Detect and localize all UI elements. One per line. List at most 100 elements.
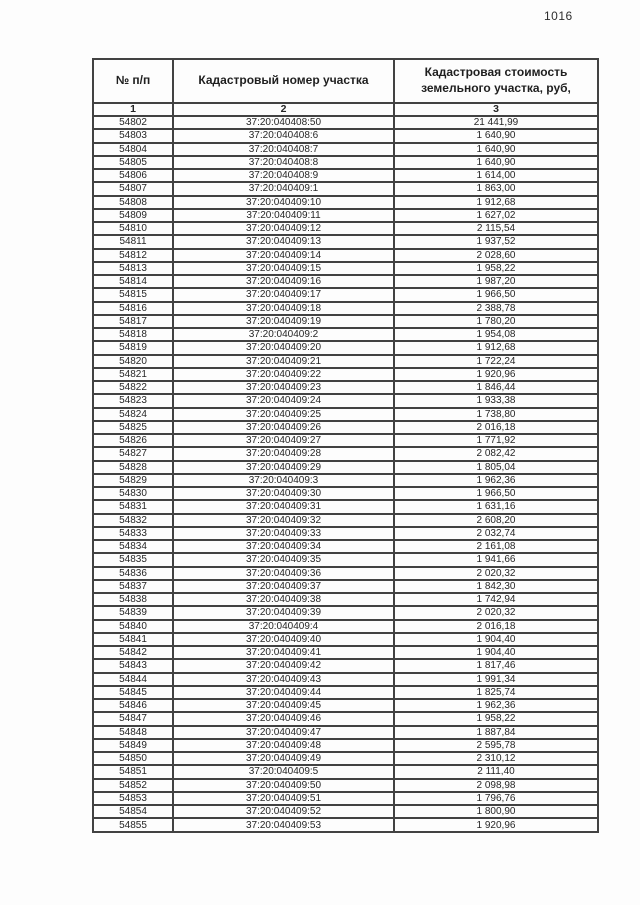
row-number-cell: 54844 [92,671,174,687]
cadastral-value-cell: 2 310,12 [393,750,599,767]
column-index-row: 1 2 3 [92,102,599,117]
cadastral-number-cell: 37:20:040409:12 [172,220,395,237]
cadastral-value-cell: 2 020,32 [393,565,599,581]
cadastral-value-cell: 1 962,36 [393,697,599,714]
cadastral-number-cell: 37:20:040409:47 [172,724,395,740]
table-row: 54804 37:20:040408:7 1 640,90 [92,141,599,157]
cadastral-number-cell: 37:20:040409:10 [172,194,395,210]
cadastral-value-cell: 2 595,78 [393,737,599,754]
row-number-cell: 54827 [92,446,174,462]
cadastral-number-cell: 37:20:040409:31 [172,499,395,515]
row-number-cell: 54826 [92,432,174,449]
cadastral-value-cell: 2 082,42 [393,446,599,462]
cadastral-number-cell: 37:20:040409:16 [172,273,395,290]
table-row: 54817 37:20:040409:19 1 780,20 [92,313,599,330]
cadastral-number-cell: 37:20:040408:8 [172,154,395,171]
cadastral-value-cell: 1 954,08 [393,326,599,343]
table-row: 54830 37:20:040409:30 1 966,50 [92,485,599,502]
cadastral-value-cell: 1 846,44 [393,379,599,396]
table-body: 54802 37:20:040408:50 21 441,99 54803 37:20:… [92,114,599,833]
cadastral-value-cell: 1 780,20 [393,313,599,330]
table-row: 54829 37:20:040409:3 1 962,36 [92,472,599,489]
cadastral-number-cell: 37:20:040409:51 [172,790,395,807]
cadastral-number-cell: 37:20:040409:23 [172,379,395,396]
table-row: 54845 37:20:040409:44 1 825,74 [92,684,599,701]
table-row: 54824 37:20:040409:25 1 738,80 [92,406,599,422]
table-row: 54836 37:20:040409:36 2 020,32 [92,565,599,581]
row-number-cell: 54818 [92,326,174,343]
table-row: 54813 37:20:040409:15 1 958,22 [92,260,599,277]
table-row: 54831 37:20:040409:31 1 631,16 [92,499,599,515]
table-row: 54814 37:20:040409:16 1 987,20 [92,273,599,290]
row-number-cell: 54842 [92,644,174,661]
cadastral-value-cell: 1 904,40 [393,644,599,661]
table-row: 54818 37:20:040409:2 1 954,08 [92,326,599,343]
cadastral-value-cell: 1 920,96 [393,817,599,833]
table-row: 54815 37:20:040409:17 1 966,50 [92,287,599,303]
row-number-cell: 54820 [92,353,174,369]
table-row: 54820 37:20:040409:21 1 722,24 [92,353,599,369]
cadastral-number-cell: 37:20:040409:52 [172,803,395,820]
cadastral-number-cell: 37:20:040409:26 [172,419,395,436]
row-number-cell: 54848 [92,724,174,740]
cadastral-number-cell: 37:20:040408:6 [172,128,395,144]
cadastral-number-cell: 37:20:040409:4 [172,618,395,634]
row-number-cell: 54854 [92,803,174,820]
cadastral-value-cell: 1 796,76 [393,790,599,807]
cadastral-number-cell: 37:20:040409:32 [172,512,395,528]
cadastral-value-cell: 2 028,60 [393,247,599,263]
cadastral-value-cell: 1 987,20 [393,273,599,290]
cadastral-number-cell: 37:20:040409:41 [172,644,395,661]
cadastral-number-cell: 37:20:040409:34 [172,538,395,555]
table-row: 54821 37:20:040409:22 1 920,96 [92,366,599,383]
cadastral-number-cell: 37:20:040408:9 [172,167,395,184]
table-row: 54843 37:20:040409:42 1 817,46 [92,658,599,674]
row-number-cell: 54829 [92,472,174,489]
cadastral-value-cell: 21 441,99 [393,114,599,131]
cadastral-value-cell: 2 388,78 [393,300,599,316]
row-number-cell: 54832 [92,512,174,528]
cadastral-value-cell: 1 742,94 [393,591,599,608]
table-row: 54841 37:20:040409:40 1 904,40 [92,631,599,648]
cadastral-value-cell: 1 640,90 [393,154,599,171]
cadastral-number-cell: 37:20:040409:33 [172,525,395,542]
table-row: 54826 37:20:040409:27 1 771,92 [92,432,599,449]
cadastral-number-cell: 37:20:040409:40 [172,631,395,648]
cadastral-number-cell: 37:20:040409:11 [172,207,395,224]
cadastral-number-cell: 37:20:040409:17 [172,287,395,303]
table-row: 54837 37:20:040409:37 1 842,30 [92,578,599,595]
header-cell-cadastral-number: Кадастровый номер участка [172,58,395,104]
header-row: № п/п Кадастровый номер участка Кадастро… [92,58,599,104]
column-index-3: 3 [393,102,599,117]
table-row: 54803 37:20:040408:6 1 640,90 [92,128,599,144]
table-row: 54851 37:20:040409:5 2 111,40 [92,764,599,780]
row-number-cell: 54819 [92,340,174,356]
cadastral-value-cell: 1 912,68 [393,340,599,356]
cadastral-value-cell: 1 958,22 [393,260,599,277]
cadastral-value-cell: 1 933,38 [393,393,599,409]
row-number-cell: 54804 [92,141,174,157]
table-row: 54840 37:20:040409:4 2 016,18 [92,618,599,634]
cadastral-value-cell: 1 912,68 [393,194,599,210]
cadastral-value-cell: 1 640,90 [393,141,599,157]
cadastral-number-cell: 37:20:040409:49 [172,750,395,767]
cadastral-number-cell: 37:20:040409:1 [172,181,395,197]
row-number-cell: 54850 [92,750,174,767]
cadastral-number-cell: 37:20:040409:42 [172,658,395,674]
cadastral-value-cell: 2 115,54 [393,220,599,237]
row-number-cell: 54843 [92,658,174,674]
table-row: 54847 37:20:040409:46 1 958,22 [92,711,599,727]
row-number-cell: 54838 [92,591,174,608]
cadastral-number-cell: 37:20:040409:30 [172,485,395,502]
table-row: 54852 37:20:040409:50 2 098,98 [92,777,599,793]
table-row: 54802 37:20:040408:50 21 441,99 [92,114,599,131]
cadastral-value-cell: 1 800,90 [393,803,599,820]
cadastral-value-cell: 1 863,00 [393,181,599,197]
cadastral-number-cell: 37:20:040409:22 [172,366,395,383]
cadastral-number-cell: 37:20:040409:5 [172,764,395,780]
cadastral-number-cell: 37:20:040409:28 [172,446,395,462]
row-number-cell: 54835 [92,552,174,568]
cadastral-value-cell: 1 904,40 [393,631,599,648]
cadastral-value-cell: 1 627,02 [393,207,599,224]
page-number: 1016 [544,9,573,23]
